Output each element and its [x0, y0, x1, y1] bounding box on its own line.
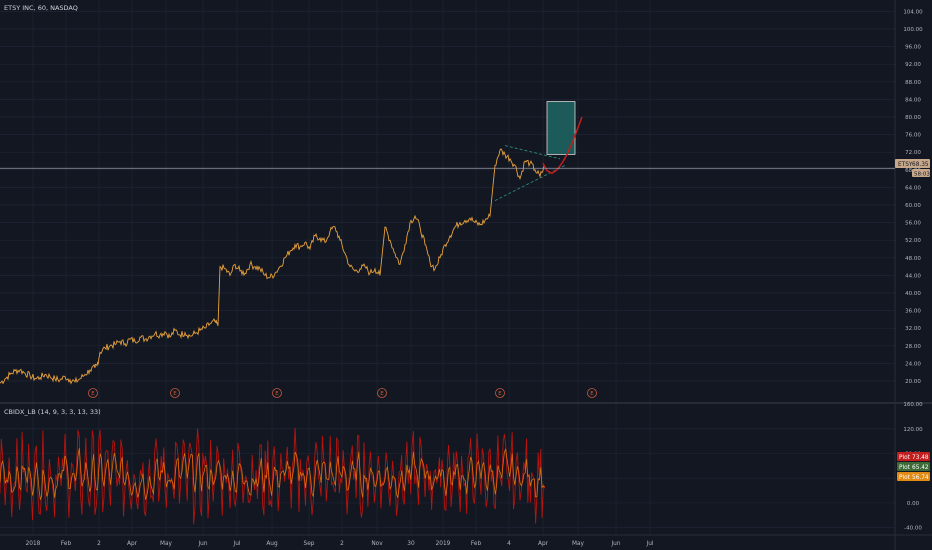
price-tick-label: 48.00	[905, 256, 921, 262]
time-tick-label: Apr	[538, 541, 549, 547]
plot1-label: Plot	[899, 455, 911, 461]
time-tick-label: Jun	[610, 541, 620, 547]
countdown-value: 58:03	[914, 172, 930, 178]
time-tick-label: Jun	[197, 541, 207, 547]
time-tick-label: 2	[97, 541, 101, 547]
plot2-value: 65.42	[912, 465, 929, 471]
earnings-marker[interactable]	[495, 388, 505, 398]
time-tick-label: 30	[407, 541, 415, 547]
price-tick-label: 20.00	[905, 379, 921, 385]
plot1-value: 73.48	[912, 455, 929, 461]
earnings-marker[interactable]	[88, 388, 98, 398]
earnings-marker[interactable]	[587, 388, 597, 398]
plot3-badge: Plot 56.74	[897, 472, 930, 481]
price-tick-label: 64.00	[905, 185, 921, 191]
time-tick-label: May	[160, 541, 173, 547]
price-tick-label: 44.00	[905, 273, 921, 279]
earnings-marker-label: E	[380, 391, 384, 397]
time-tick-label: Apr	[127, 541, 138, 547]
price-tick-label: 76.00	[905, 133, 921, 139]
earnings-marker-label: E	[498, 391, 502, 397]
projection-line[interactable]	[542, 116, 583, 175]
price-badge: ETSY 68.35	[895, 159, 930, 168]
earnings-marker-label: E	[173, 391, 177, 397]
time-tick-label: Jul	[646, 541, 654, 547]
price-tick-label: 84.00	[905, 97, 921, 103]
earnings-marker-label: E	[590, 391, 594, 397]
oscillator-series	[0, 427, 546, 525]
oscillator-line-2	[0, 447, 545, 501]
price-tick-label: 72.00	[905, 150, 921, 156]
trendline[interactable]	[504, 145, 561, 160]
countdown-badge: 58:03	[912, 169, 930, 178]
price-tick-label: 32.00	[905, 326, 921, 332]
time-tick-label: Feb	[471, 541, 482, 547]
price-tick-label: 28.00	[905, 344, 921, 350]
projection-curve[interactable]	[542, 116, 583, 175]
time-tick-label: Nov	[371, 541, 383, 547]
price-tick-label: 100.00	[903, 27, 923, 33]
price-series	[0, 148, 546, 385]
plot2-badge: Plot 65.42	[897, 462, 930, 471]
trendline[interactable]	[494, 164, 566, 202]
oscillator-tick-label: -40.00	[904, 526, 922, 532]
price-tick-label: 56.00	[905, 221, 921, 227]
price-tick-label: 60.00	[905, 203, 921, 209]
price-tick-label: 36.00	[905, 309, 921, 315]
oscillator-tick-label: 120.00	[903, 427, 923, 433]
plot1-badge: Plot 73.48	[897, 452, 930, 461]
price-tick-label: 40.00	[905, 291, 921, 297]
time-tick-label: Jul	[233, 541, 241, 547]
time-tick-label: 2	[340, 541, 344, 547]
time-tick-label: May	[572, 541, 585, 547]
time-tick-label: Sep	[304, 541, 315, 547]
earnings-marker[interactable]	[272, 388, 282, 398]
oscillator-tick-label: 0.00	[907, 501, 920, 507]
price-tick-label: 80.00	[905, 115, 921, 121]
chart-title: ETSY INC, 60, NASDAQ	[4, 4, 78, 12]
time-tick-label: 2019	[436, 541, 451, 547]
trendlines[interactable]	[494, 145, 566, 202]
price-badge-label: ETSY	[898, 162, 913, 168]
oscillator-tick-label: 160.00	[903, 402, 923, 408]
indicator-title[interactable]: CBIDX_LB (14, 9, 3, 3, 13, 33)	[4, 408, 101, 416]
plot2-label: Plot	[899, 465, 911, 471]
price-tick-label: 88.00	[905, 80, 921, 86]
time-axis[interactable]: 2018 Feb 2 Apr May Jun Jul Aug Sep 2 Nov 30 2019 Feb 4…	[26, 541, 654, 547]
time-tick-label: 2018	[26, 541, 41, 547]
earnings-marker[interactable]	[377, 388, 387, 398]
earnings-marker-label: E	[91, 391, 95, 397]
earnings-marker-label: E	[275, 391, 279, 397]
price-tick-label: 52.00	[905, 238, 921, 244]
price-badge-value: 68.35	[912, 162, 929, 168]
price-tick-label: 92.00	[905, 62, 921, 68]
plot3-value: 56.74	[912, 475, 929, 481]
price-line	[0, 148, 546, 385]
price-tick-label: 96.00	[905, 45, 921, 51]
earnings-marker[interactable]	[170, 388, 180, 398]
time-tick-label: 4	[507, 541, 511, 547]
price-tick-label: 104.00	[903, 9, 923, 15]
time-tick-label: Aug	[266, 541, 278, 547]
price-tick-label: 24.00	[905, 361, 921, 367]
time-tick-label: Feb	[61, 541, 72, 547]
plot3-label: Plot	[899, 475, 911, 481]
